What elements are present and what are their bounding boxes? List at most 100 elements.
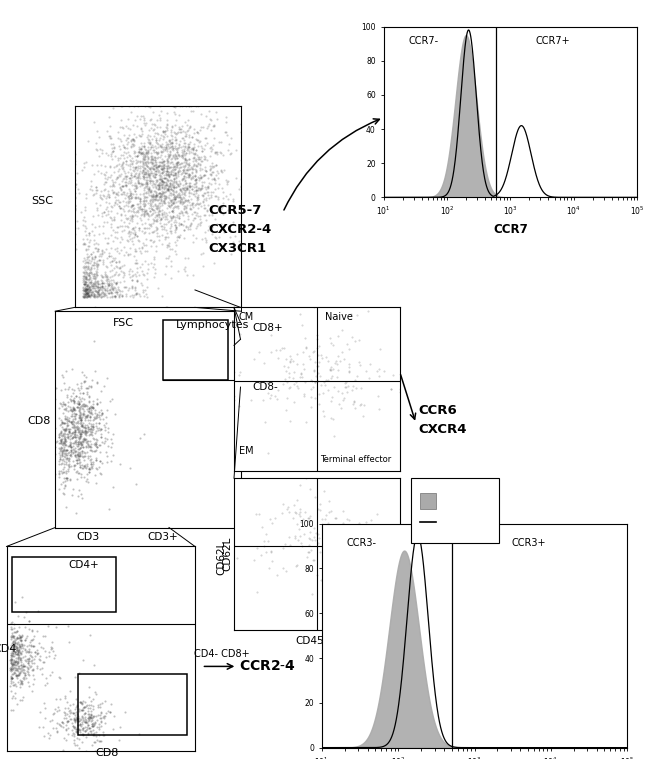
Point	[150, 193, 161, 205]
Point	[121, 197, 131, 209]
Point	[73, 436, 83, 449]
Point	[83, 425, 93, 437]
Point	[85, 291, 96, 303]
Point	[354, 356, 365, 368]
Point	[174, 109, 185, 121]
Point	[72, 397, 82, 409]
Point	[162, 183, 172, 195]
Point	[77, 698, 87, 710]
Point	[159, 162, 170, 175]
Point	[159, 190, 170, 202]
Point	[203, 172, 213, 184]
Point	[85, 272, 96, 285]
Point	[223, 175, 233, 187]
Point	[264, 562, 274, 575]
Point	[169, 181, 179, 194]
Point	[81, 187, 91, 200]
Point	[144, 134, 154, 146]
Point	[307, 588, 317, 600]
Point	[115, 261, 125, 273]
Point	[85, 449, 96, 461]
Point	[82, 253, 92, 265]
Point	[112, 288, 122, 301]
Point	[70, 408, 81, 420]
Point	[124, 194, 134, 206]
Point	[85, 420, 96, 432]
Point	[110, 243, 120, 255]
Point	[57, 430, 68, 442]
Point	[161, 155, 172, 167]
Point	[18, 694, 28, 707]
Point	[84, 250, 94, 262]
Point	[153, 187, 164, 199]
Point	[352, 547, 362, 559]
Point	[79, 285, 89, 297]
Point	[140, 166, 151, 178]
Point	[57, 456, 67, 468]
Point	[96, 250, 107, 262]
Point	[132, 150, 142, 162]
Point	[175, 194, 185, 206]
Point	[29, 673, 39, 685]
Point	[157, 238, 167, 250]
Point	[125, 156, 136, 168]
Point	[150, 159, 161, 171]
Point	[179, 192, 189, 204]
Point	[181, 184, 191, 197]
Point	[71, 436, 81, 449]
Point	[77, 711, 88, 723]
Point	[70, 228, 80, 240]
Text: CD8: CD8	[27, 416, 51, 427]
Point	[84, 402, 94, 414]
Point	[161, 206, 171, 219]
Point	[107, 282, 117, 294]
Point	[145, 175, 155, 187]
Point	[176, 193, 187, 205]
Point	[92, 291, 103, 304]
Point	[143, 100, 153, 112]
Point	[228, 216, 239, 228]
Point	[180, 194, 190, 206]
Point	[77, 435, 88, 447]
Point	[127, 199, 138, 211]
Point	[149, 160, 159, 172]
Point	[205, 191, 216, 203]
Point	[349, 395, 359, 407]
Point	[179, 175, 190, 187]
Point	[170, 193, 181, 205]
Point	[108, 224, 118, 236]
Point	[198, 194, 209, 206]
Point	[159, 221, 169, 233]
Point	[77, 729, 87, 741]
Point	[144, 171, 155, 183]
Point	[197, 146, 207, 158]
Point	[97, 436, 107, 448]
Point	[180, 152, 190, 164]
Point	[235, 164, 246, 176]
Point	[116, 188, 127, 200]
Point	[58, 455, 69, 467]
Point	[91, 411, 101, 424]
Point	[10, 633, 21, 645]
Point	[55, 442, 66, 455]
Point	[87, 282, 98, 294]
Point	[69, 395, 79, 408]
Point	[130, 221, 140, 233]
Point	[97, 247, 107, 260]
Point	[93, 285, 103, 297]
Point	[91, 433, 101, 446]
Point	[74, 446, 85, 458]
Point	[80, 215, 90, 227]
Point	[83, 409, 94, 421]
Point	[105, 150, 116, 162]
Point	[175, 158, 185, 170]
Point	[168, 179, 179, 191]
Point	[139, 171, 150, 183]
Point	[135, 165, 145, 178]
Point	[105, 120, 116, 132]
Point	[56, 435, 66, 447]
Point	[162, 118, 172, 131]
Point	[77, 735, 87, 748]
Point	[395, 383, 405, 395]
Point	[86, 288, 97, 301]
